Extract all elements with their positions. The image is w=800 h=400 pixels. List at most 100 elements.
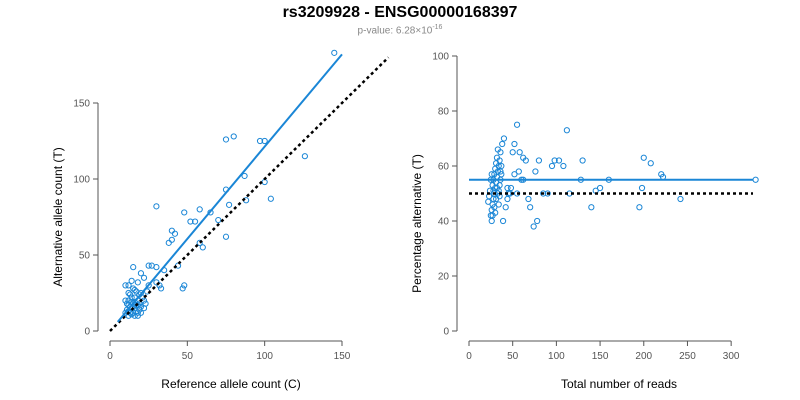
x-axis-label: Total number of reads xyxy=(561,377,677,391)
data-point xyxy=(499,217,507,225)
y-tick-label: 20 xyxy=(438,272,450,283)
y-tick-label: 150 xyxy=(73,99,90,110)
data-point xyxy=(168,236,175,243)
data-point xyxy=(222,233,230,240)
data-point xyxy=(125,289,132,297)
data-point xyxy=(515,168,522,175)
x-tick-label: 100 xyxy=(256,351,273,362)
data-point xyxy=(187,218,194,225)
data-point xyxy=(156,282,163,289)
data-point xyxy=(267,195,274,202)
data-point xyxy=(125,297,132,304)
y-tick-label: 0 xyxy=(443,327,449,338)
chart-subtitle: p-value: 6.28×10-16 xyxy=(0,24,800,36)
x-tick: 150 xyxy=(334,341,351,362)
data-point xyxy=(191,218,199,225)
y-axis: 0 20 40 60 80 100 xyxy=(432,52,458,338)
data-point xyxy=(588,204,595,211)
data-point xyxy=(534,217,541,225)
y-tick: 40 xyxy=(438,217,457,228)
data-point xyxy=(122,282,129,289)
data-point xyxy=(168,227,175,234)
data-point xyxy=(677,195,684,203)
data-point xyxy=(331,49,338,56)
data-point xyxy=(137,270,145,277)
data-point xyxy=(532,168,539,175)
data-point xyxy=(256,137,264,145)
data-point xyxy=(504,184,511,192)
x-axis-label: Reference allele count (C) xyxy=(161,377,300,391)
x-tick-label: 250 xyxy=(679,351,696,362)
data-point xyxy=(137,303,145,310)
data-point xyxy=(498,171,505,178)
y-tick: 60 xyxy=(438,162,457,173)
y-tick-label: 50 xyxy=(79,251,91,262)
data-point xyxy=(548,162,556,170)
data-points xyxy=(485,121,759,230)
data-point xyxy=(145,262,152,269)
data-point xyxy=(636,204,643,211)
data-point xyxy=(516,149,523,156)
data-point xyxy=(507,184,515,192)
y-tick: 150 xyxy=(73,99,98,110)
data-point xyxy=(555,157,563,164)
data-point xyxy=(640,154,647,161)
data-point xyxy=(122,297,129,304)
x-tick-label: 100 xyxy=(548,351,565,362)
data-point xyxy=(128,311,135,318)
data-point xyxy=(130,264,137,271)
x-tick: 100 xyxy=(256,341,273,362)
x-tick: 50 xyxy=(182,341,193,362)
x-tick-label: 300 xyxy=(723,351,740,362)
y-tick-label: 100 xyxy=(73,175,90,186)
y-axis-label: Percentage alternative (T) xyxy=(410,154,424,293)
data-point xyxy=(493,154,501,161)
data-point xyxy=(153,203,160,210)
data-point xyxy=(125,282,132,289)
data-point xyxy=(500,135,508,142)
chart-panel-1: 0 50 100 150 Reference allele count (C) 0 50 10… xyxy=(51,49,390,391)
pvalue-exponent: -16 xyxy=(432,24,443,31)
data-point xyxy=(535,157,543,164)
data-point xyxy=(134,309,141,316)
data-point xyxy=(504,195,511,203)
data-point xyxy=(140,305,148,312)
data-point xyxy=(551,157,558,164)
data-point xyxy=(488,217,495,225)
data-point xyxy=(199,244,206,251)
data-point xyxy=(658,171,665,178)
y-tick-label: 100 xyxy=(432,52,449,63)
data-point xyxy=(527,204,534,211)
y-tick: 0 xyxy=(84,327,98,338)
x-tick: 250 xyxy=(679,341,696,362)
data-point xyxy=(647,160,654,167)
data-point xyxy=(131,286,138,294)
data-point xyxy=(128,277,135,284)
x-tick-label: 0 xyxy=(466,351,472,362)
data-point xyxy=(215,216,222,224)
data-point xyxy=(134,312,141,319)
data-point xyxy=(181,282,188,289)
x-tick: 300 xyxy=(723,341,740,362)
data-point xyxy=(502,204,509,211)
y-tick: 0 xyxy=(443,327,457,338)
y-tick-label: 80 xyxy=(438,107,450,118)
x-tick-label: 150 xyxy=(334,351,351,362)
data-point xyxy=(134,279,141,286)
data-point xyxy=(560,162,567,170)
x-axis: 0 50 100 150 xyxy=(107,340,351,362)
x-tick: 150 xyxy=(592,341,609,362)
data-point xyxy=(145,282,152,289)
data-point xyxy=(130,285,137,292)
y-tick-label: 60 xyxy=(438,162,450,173)
data-point xyxy=(494,146,501,153)
y-tick-label: 40 xyxy=(438,217,450,228)
x-tick-label: 0 xyxy=(107,351,113,362)
chart-title: rs3209928 - ENSG00000168397 xyxy=(282,4,518,21)
data-point xyxy=(488,171,495,178)
data-point xyxy=(261,178,268,186)
data-point xyxy=(509,149,516,156)
x-tick-label: 150 xyxy=(592,351,609,362)
data-point xyxy=(752,176,759,183)
